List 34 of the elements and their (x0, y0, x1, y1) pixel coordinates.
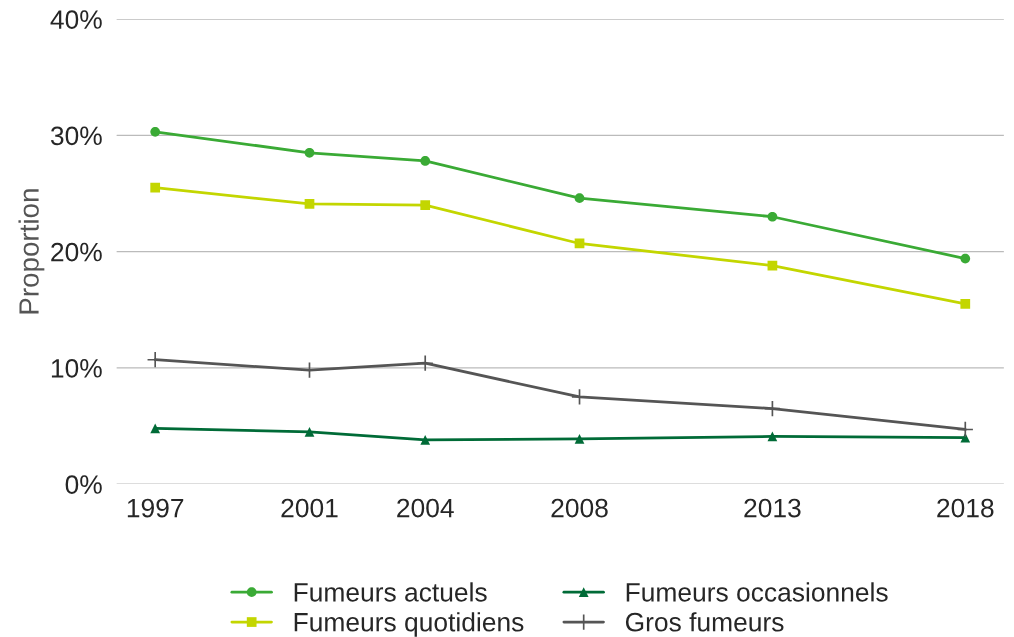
x-tick-label: 1997 (127, 498, 184, 518)
x-tick-label: 2018 (937, 498, 994, 518)
point (420, 435, 431, 445)
point (304, 426, 315, 437)
point (420, 200, 431, 210)
point (767, 431, 778, 442)
y-tick-label: 20% (51, 242, 102, 262)
point (574, 193, 585, 203)
point (960, 253, 971, 264)
legend-label: Fumeurs occasionnels (626, 582, 888, 602)
y-tick-label: 40% (50, 10, 102, 29)
legend-label: Fumeurs quotidiens (294, 612, 524, 637)
point (150, 423, 161, 434)
x-tick-label: 2008 (551, 498, 608, 518)
legend-label: Gros fumeurs (625, 612, 784, 632)
point (420, 156, 431, 166)
x-tick-label: 2004 (397, 498, 454, 518)
point (150, 127, 161, 137)
point (304, 199, 315, 209)
x-tick-label: 2001 (281, 498, 338, 518)
point (416, 354, 434, 372)
point (150, 182, 161, 193)
point (960, 299, 971, 309)
legend-label: Fumeurs actuels (294, 582, 487, 602)
point (304, 147, 315, 158)
x-tick-label: 2013 (744, 498, 801, 518)
point (574, 433, 585, 444)
point (767, 211, 778, 222)
y-tick-label: 0% (65, 475, 102, 494)
y-axis-title: Proportion (18, 189, 45, 314)
point (763, 400, 781, 418)
y-tick-label: 10% (51, 359, 102, 378)
point (956, 421, 974, 438)
y-tick-label: 30% (50, 126, 102, 146)
